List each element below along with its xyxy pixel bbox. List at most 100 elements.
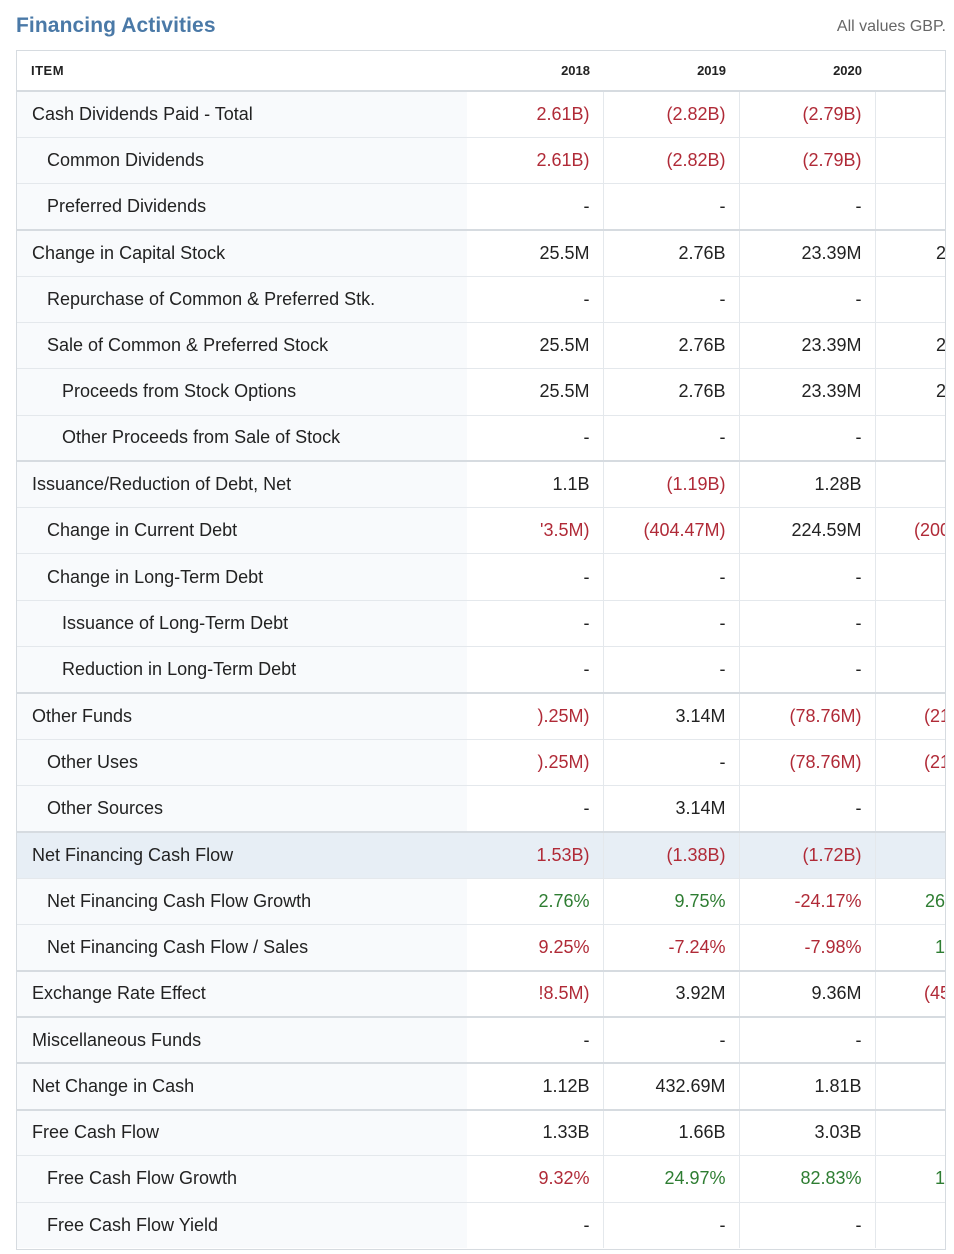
table-row[interactable]: Proceeds from Stock Options 25.5M 2.76B 23.… (17, 368, 945, 416)
row-label: Other Uses (17, 738, 467, 786)
value-cell: (2.82B) (602, 90, 739, 138)
value-cell: (1.38B) (602, 830, 739, 879)
value-cell: - (874, 414, 945, 462)
value-cell: 9.75% (602, 877, 739, 925)
value-cell: - (738, 1015, 875, 1064)
value-cell: - (738, 646, 875, 693)
value-cell: - (738, 414, 875, 462)
value-cell: 3.92M (602, 969, 739, 1017)
table-row[interactable]: Net Financing Cash Flow 1.53B) (1.38B) (1.7… (17, 830, 945, 879)
table-row[interactable]: Change in Long-Term Debt---- (17, 553, 945, 601)
value-cell: 25.5M (467, 368, 603, 416)
table-row[interactable]: Net Financing Cash Flow Growth 2.76% 9.75%… (17, 877, 945, 925)
table-header-row: ITEM 2018 2019 2020 2021 (17, 51, 945, 92)
value-cell: 0.62 (874, 1201, 945, 1249)
value-cell: - (467, 414, 603, 462)
value-cell: (1.1B) (874, 1062, 945, 1110)
row-label: Issuance/Reduction of Debt, Net (17, 460, 467, 508)
value-cell: 1.53B) (467, 830, 603, 879)
row-label: Exchange Rate Effect (17, 969, 467, 1017)
table-row[interactable]: Issuance of Long-Term Debt---- (17, 599, 945, 647)
column-header-year: 2021 (875, 51, 945, 92)
value-cell: (1.19B) (602, 460, 739, 508)
value-cell: -7.24% (602, 923, 739, 971)
table-row[interactable]: Preferred Dividends---- (17, 183, 945, 230)
table-row[interactable]: Net Financing Cash Flow / Sales 9.25% -7.2… (17, 923, 945, 971)
column-header-year: 2019 (603, 51, 739, 92)
table-body: Cash Dividends Paid - Total 2.61B) (2.82B)… (17, 90, 945, 1249)
value-cell: - (738, 275, 875, 323)
table-row[interactable]: Other Proceeds from Sale of Stock---- (17, 414, 945, 462)
value-cell: - (467, 1015, 603, 1064)
value-cell: 9.32% (467, 1155, 603, 1203)
value-cell: 17.75% (874, 1155, 945, 1203)
value-cell: 1.1B (467, 460, 603, 508)
value-cell: (45.08M) (874, 969, 945, 1017)
value-cell: -7.98% (738, 923, 875, 971)
table-row[interactable]: Change in Current Debt '3.5M) (404.47M) 224… (17, 507, 945, 554)
table-row[interactable]: Free Cash Flow Growth9.32%24.97%82.83%17… (17, 1155, 945, 1203)
row-label: Net Financing Cash Flow / Sales (17, 923, 467, 971)
value-cell: - (874, 784, 945, 832)
table-row[interactable]: Free Cash Flow Yield---0.62 (17, 1201, 945, 1249)
financials-table-container[interactable]: ITEM 2018 2019 2020 2021 Cash Dividends … (16, 50, 946, 1250)
value-cell: (1.72B) (738, 830, 875, 879)
value-cell: 21.09M (874, 368, 945, 416)
value-cell: 24.97% (602, 1155, 739, 1203)
value-cell: 1.33B (467, 1108, 603, 1156)
column-header-year: 2020 (739, 51, 875, 92)
financing-activities-table: ITEM 2018 2019 2020 2021 Cash Dividends … (17, 51, 945, 1249)
value-cell: - (874, 1015, 945, 1064)
table-row[interactable]: Other Uses).25M)-(78.76M)(21.09M) (17, 738, 945, 786)
value-cell: (21.09M) (874, 691, 945, 740)
value-cell: - (467, 784, 603, 832)
table-row[interactable]: Change in Capital Stock 25.5M 2.76B 23.39M 2… (17, 228, 945, 277)
value-cell: - (467, 183, 603, 230)
section-header: Financing Activities All values GBP. (16, 12, 946, 44)
row-label: Common Dividends (17, 136, 467, 184)
value-cell: 2.61B) (467, 136, 603, 184)
row-label: Reduction in Long-Term Debt (17, 646, 467, 693)
value-cell: - (602, 553, 739, 601)
table-row[interactable]: Repurchase of Common & Preferred Stk. - - -… (17, 275, 945, 323)
value-cell: -24.17% (738, 877, 875, 925)
table-row[interactable]: Net Change in Cash1.12B432.69M1.81B(1.1B… (17, 1062, 945, 1110)
table-row[interactable]: Common Dividends2.61B)(2.82B)(2.79B)(2.8… (17, 136, 945, 184)
value-cell: - (602, 599, 739, 647)
value-cell: '3.5M) (467, 507, 603, 554)
value-cell: 23.39M (738, 321, 875, 369)
table-row[interactable]: Issuance/Reduction of Debt, Net 1.1B (1.19… (17, 460, 945, 508)
value-cell: 5.74B (874, 460, 945, 508)
value-cell: - (602, 1201, 739, 1249)
row-label: Other Proceeds from Sale of Stock (17, 414, 467, 462)
row-label: Proceeds from Stock Options (17, 368, 467, 416)
value-cell: (2.82B) (602, 136, 739, 184)
table-row[interactable]: Other Funds).25M)3.14M(78.76M)(21.09M) (17, 691, 945, 740)
value-cell: (2.79B) (738, 136, 875, 184)
value-cell: 3.03B (738, 1108, 875, 1156)
table-row[interactable]: Miscellaneous Funds---- (17, 1015, 945, 1064)
value-cell: - (738, 183, 875, 230)
value-cell: - (602, 1015, 739, 1064)
value-cell: (2.8B) (874, 90, 945, 138)
value-cell: - (874, 646, 945, 693)
table-row[interactable]: Cash Dividends Paid - Total 2.61B) (2.82B)… (17, 90, 945, 138)
value-cell: 224.59M (738, 507, 875, 554)
column-header-item: ITEM (17, 51, 467, 92)
table-row[interactable]: Reduction in Long-Term Debt---- (17, 646, 945, 693)
value-cell: - (467, 599, 603, 647)
row-label: Net Financing Cash Flow (17, 830, 467, 879)
row-label: Preferred Dividends (17, 183, 467, 230)
column-header-year: 2018 (467, 51, 603, 92)
row-label: Other Funds (17, 691, 467, 740)
table-row[interactable]: Sale of Common & Preferred Stock 25.5M 2.7… (17, 321, 945, 369)
section-title: Financing Activities (16, 14, 216, 37)
value-cell: 2.76B (874, 830, 945, 879)
table-row[interactable]: Exchange Rate Effect!8.5M)3.92M9.36M(45.… (17, 969, 945, 1017)
value-cell: - (602, 646, 739, 693)
units-note: All values GBP. (836, 18, 946, 35)
row-label: Repurchase of Common & Preferred Stk. (17, 275, 467, 323)
value-cell: 3.14M (602, 691, 739, 740)
table-row[interactable]: Other Sources-3.14M-- (17, 784, 945, 832)
